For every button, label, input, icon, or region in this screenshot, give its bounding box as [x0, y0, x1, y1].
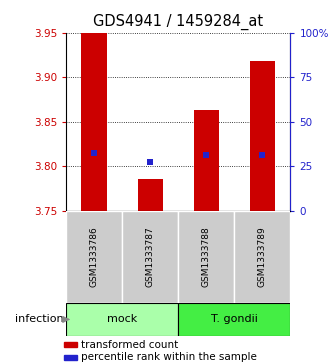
- Bar: [194, 110, 219, 211]
- Bar: [178, 211, 234, 303]
- Bar: [66, 303, 178, 336]
- Bar: [122, 211, 178, 303]
- Bar: [138, 179, 163, 211]
- Bar: [64, 342, 77, 347]
- Bar: [178, 303, 290, 336]
- Text: GSM1333788: GSM1333788: [202, 227, 211, 287]
- Bar: [234, 211, 290, 303]
- Text: T. gondii: T. gondii: [211, 314, 258, 325]
- Title: GDS4941 / 1459284_at: GDS4941 / 1459284_at: [93, 14, 263, 30]
- Text: GSM1333786: GSM1333786: [89, 227, 99, 287]
- Bar: [66, 211, 122, 303]
- Bar: [64, 355, 77, 360]
- Text: GSM1333787: GSM1333787: [146, 227, 155, 287]
- Text: percentile rank within the sample: percentile rank within the sample: [81, 352, 257, 362]
- Text: GSM1333789: GSM1333789: [258, 227, 267, 287]
- Text: mock: mock: [107, 314, 137, 325]
- Bar: [82, 33, 107, 211]
- Text: transformed count: transformed count: [81, 340, 178, 350]
- Text: infection: infection: [15, 314, 63, 325]
- Bar: [250, 61, 275, 211]
